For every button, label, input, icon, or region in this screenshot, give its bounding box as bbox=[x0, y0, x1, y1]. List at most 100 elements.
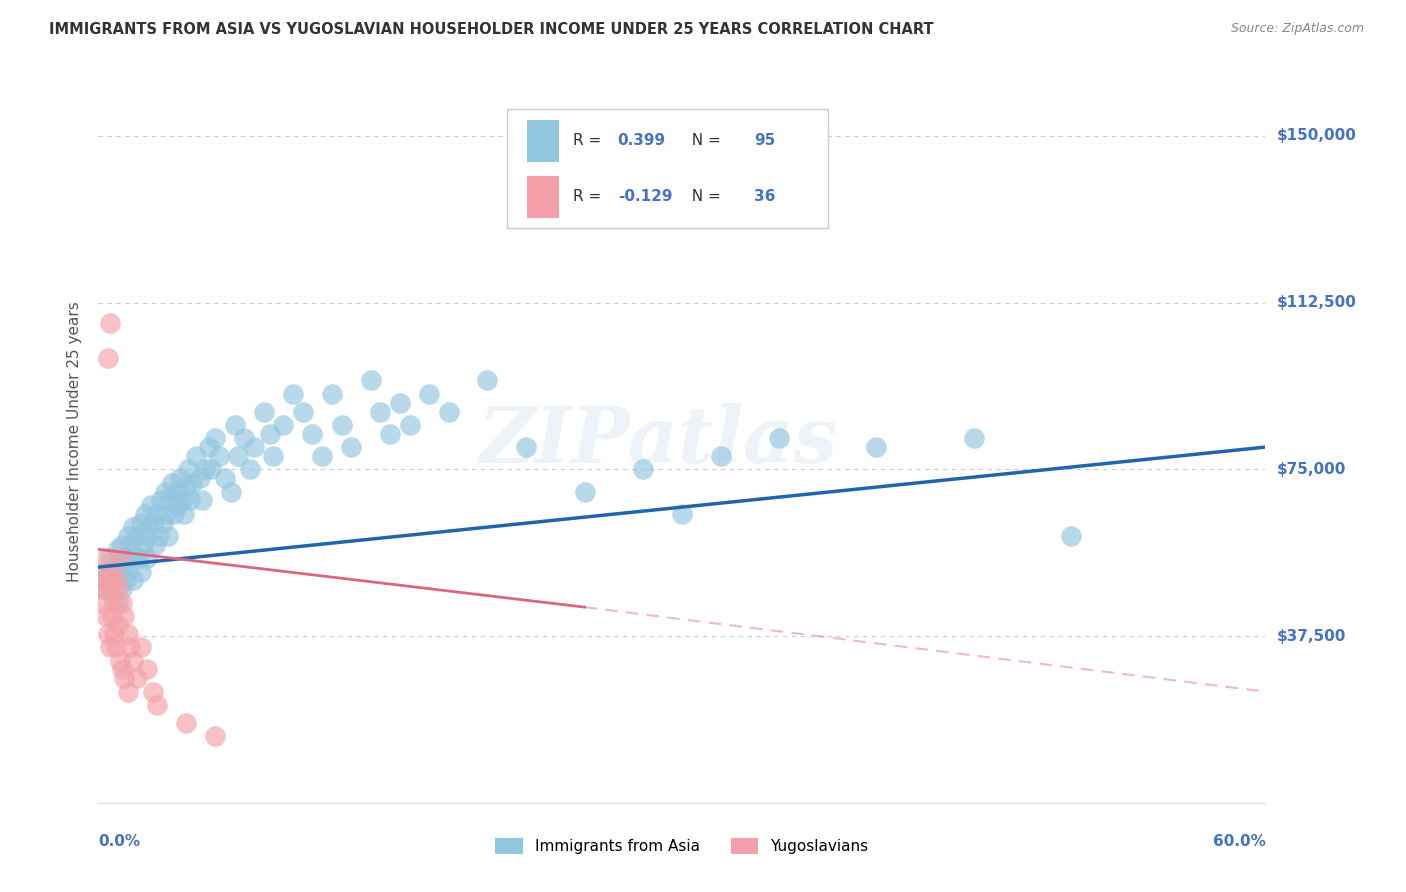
Point bbox=[1060, 529, 1083, 543]
Point bbox=[107, 618, 129, 632]
Point bbox=[224, 417, 246, 432]
Text: IMMIGRANTS FROM ASIA VS YUGOSLAVIAN HOUSEHOLDER INCOME UNDER 25 YEARS CORRELATIO: IMMIGRANTS FROM ASIA VS YUGOSLAVIAN HOUS… bbox=[49, 22, 934, 37]
Point bbox=[233, 431, 256, 445]
Text: Source: ZipAtlas.com: Source: ZipAtlas.com bbox=[1230, 22, 1364, 36]
Point bbox=[97, 574, 120, 588]
Point bbox=[768, 431, 790, 445]
Text: 36: 36 bbox=[754, 189, 776, 204]
Point bbox=[111, 596, 134, 610]
Point bbox=[165, 484, 187, 499]
Point bbox=[155, 507, 177, 521]
Point bbox=[93, 565, 115, 579]
Point bbox=[136, 529, 159, 543]
Point bbox=[398, 417, 420, 432]
Point bbox=[129, 565, 152, 579]
Point bbox=[103, 596, 125, 610]
Point bbox=[118, 551, 141, 566]
Point bbox=[129, 640, 152, 655]
Point bbox=[101, 587, 124, 601]
Point bbox=[311, 449, 333, 463]
Point bbox=[93, 596, 115, 610]
Point bbox=[179, 493, 201, 508]
Point bbox=[107, 596, 129, 610]
Point bbox=[98, 582, 121, 597]
Point bbox=[104, 640, 127, 655]
Point bbox=[228, 449, 250, 463]
FancyBboxPatch shape bbox=[527, 120, 560, 162]
Point bbox=[671, 507, 693, 521]
Point bbox=[259, 426, 281, 441]
Point bbox=[262, 449, 284, 463]
Point bbox=[127, 529, 149, 543]
Point bbox=[138, 520, 160, 534]
Point bbox=[188, 471, 211, 485]
Point bbox=[142, 516, 165, 530]
Point bbox=[477, 373, 499, 387]
Point bbox=[103, 560, 125, 574]
Point bbox=[321, 386, 343, 401]
Point bbox=[114, 574, 136, 588]
Point bbox=[97, 351, 120, 366]
Point bbox=[174, 715, 197, 730]
Point bbox=[157, 529, 180, 543]
Point bbox=[360, 373, 382, 387]
Point bbox=[118, 640, 141, 655]
Point bbox=[515, 440, 537, 454]
Point bbox=[139, 498, 162, 512]
Point bbox=[174, 480, 197, 494]
Text: ZIPatlas: ZIPatlas bbox=[479, 403, 838, 480]
Point bbox=[101, 565, 124, 579]
Point bbox=[149, 493, 172, 508]
Point bbox=[173, 507, 195, 521]
Point bbox=[93, 574, 115, 588]
Point bbox=[134, 507, 156, 521]
Point bbox=[162, 475, 184, 490]
Point bbox=[631, 462, 654, 476]
Point bbox=[180, 475, 202, 490]
Point bbox=[574, 484, 596, 499]
Text: N =: N = bbox=[682, 134, 725, 148]
Point bbox=[710, 449, 733, 463]
Point bbox=[97, 627, 120, 641]
Point bbox=[98, 551, 121, 566]
Point bbox=[112, 671, 135, 685]
Point bbox=[107, 582, 129, 597]
Point bbox=[388, 395, 411, 409]
Text: $150,000: $150,000 bbox=[1277, 128, 1357, 144]
Point bbox=[98, 316, 121, 330]
Point bbox=[239, 462, 262, 476]
Point bbox=[108, 551, 131, 566]
Point bbox=[370, 404, 392, 418]
Point bbox=[198, 440, 221, 454]
Point bbox=[418, 386, 440, 401]
Point bbox=[204, 729, 226, 743]
Point bbox=[121, 538, 143, 552]
Point bbox=[96, 551, 118, 566]
Text: -0.129: -0.129 bbox=[617, 189, 672, 204]
Point bbox=[129, 516, 152, 530]
Point bbox=[190, 493, 212, 508]
Point bbox=[143, 538, 166, 552]
Point bbox=[111, 538, 134, 552]
Point bbox=[117, 529, 139, 543]
Point bbox=[152, 516, 174, 530]
Point bbox=[301, 426, 323, 441]
Point bbox=[219, 484, 242, 499]
Point bbox=[281, 386, 304, 401]
Text: R =: R = bbox=[574, 134, 606, 148]
FancyBboxPatch shape bbox=[527, 176, 560, 218]
Point bbox=[111, 582, 134, 597]
Point bbox=[117, 627, 139, 641]
Text: $112,500: $112,500 bbox=[1277, 295, 1357, 310]
Point bbox=[200, 462, 222, 476]
Point bbox=[117, 565, 139, 579]
FancyBboxPatch shape bbox=[508, 109, 828, 228]
Point bbox=[253, 404, 276, 418]
Point bbox=[330, 417, 353, 432]
Point bbox=[271, 417, 294, 432]
Point bbox=[243, 440, 266, 454]
Point bbox=[124, 547, 146, 561]
Point bbox=[153, 484, 176, 499]
Point bbox=[112, 556, 135, 570]
Point bbox=[184, 449, 207, 463]
